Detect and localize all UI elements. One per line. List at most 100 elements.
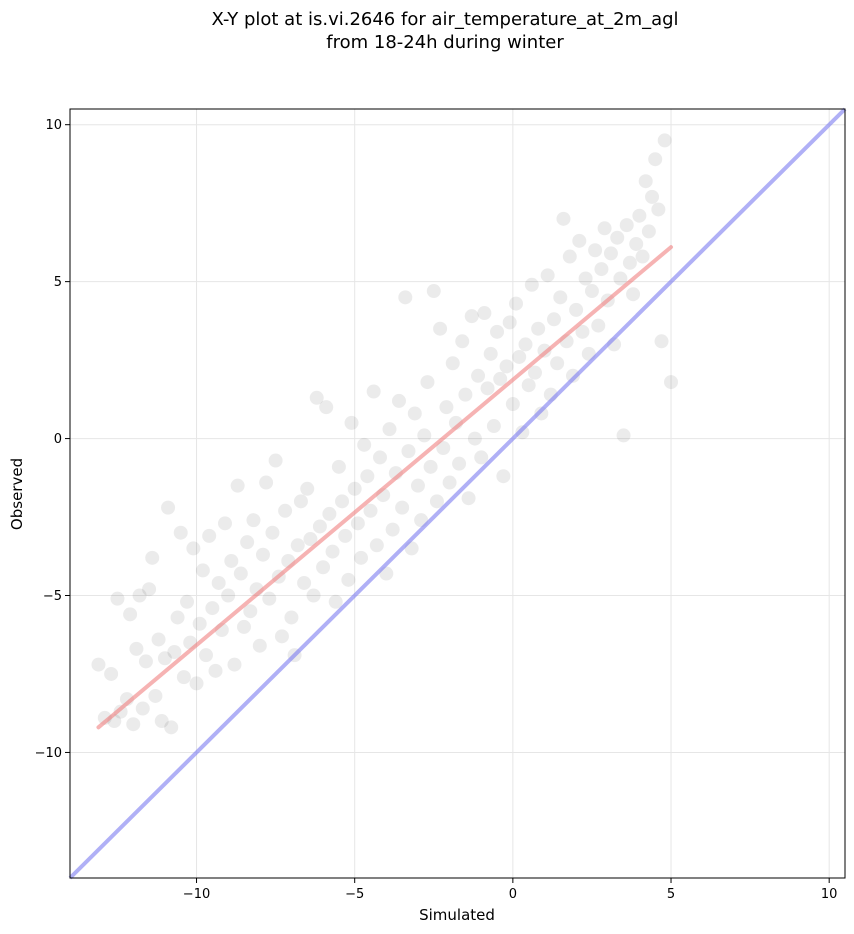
y-tick-label: 5 — [54, 275, 62, 290]
data-point — [161, 500, 176, 515]
data-point — [445, 356, 460, 371]
identity-line — [68, 107, 847, 880]
data-point — [423, 459, 438, 474]
data-point — [157, 651, 172, 666]
data-point — [458, 387, 473, 402]
data-point — [252, 638, 267, 653]
data-point — [129, 641, 144, 656]
data-point — [584, 284, 599, 299]
data-point — [553, 290, 568, 305]
data-point — [366, 384, 381, 399]
data-point — [354, 550, 369, 565]
data-point — [180, 594, 195, 609]
data-point — [521, 378, 536, 393]
data-point — [382, 422, 397, 437]
data-point — [192, 616, 207, 631]
data-point — [221, 588, 236, 603]
data-point — [433, 321, 448, 336]
data-point — [645, 189, 660, 204]
data-point — [391, 393, 406, 408]
data-point — [420, 375, 435, 390]
data-point — [410, 478, 425, 493]
data-point — [316, 560, 331, 575]
data-point — [635, 249, 650, 264]
data-point — [622, 255, 637, 270]
data-point — [145, 550, 160, 565]
data-point — [142, 582, 157, 597]
data-point — [651, 202, 666, 217]
data-point — [578, 271, 593, 286]
data-point — [619, 218, 634, 233]
x-tick-label: 10 — [821, 887, 838, 902]
data-point — [657, 133, 672, 148]
data-point — [138, 654, 153, 669]
data-point — [641, 224, 656, 239]
data-point — [452, 456, 467, 471]
data-point — [151, 632, 166, 647]
data-point — [613, 271, 628, 286]
data-point — [259, 475, 274, 490]
data-point — [648, 152, 663, 167]
data-point — [195, 563, 210, 578]
data-point — [306, 588, 321, 603]
data-point — [464, 309, 479, 324]
data-point — [629, 236, 644, 251]
data-point — [597, 221, 612, 236]
data-point — [524, 277, 539, 292]
data-point — [556, 211, 571, 226]
data-point — [205, 601, 220, 616]
data-point — [632, 208, 647, 223]
data-point — [224, 553, 239, 568]
data-point — [480, 381, 495, 396]
data-point — [426, 284, 441, 299]
plot-frame — [69, 108, 846, 879]
data-point — [509, 296, 524, 311]
data-point — [360, 469, 375, 484]
x-tick-label: 0 — [509, 887, 517, 902]
data-point — [322, 506, 337, 521]
data-point — [626, 287, 641, 302]
data-point — [502, 315, 517, 330]
data-point — [486, 419, 501, 434]
data-point — [496, 469, 511, 484]
data-point — [173, 525, 188, 540]
data-point — [202, 528, 217, 543]
data-point — [284, 610, 299, 625]
data-point — [303, 532, 318, 547]
data-point — [512, 349, 527, 364]
x-axis-ticks: −10 −5 0 5 10 — [183, 878, 838, 902]
data-point — [293, 494, 308, 509]
data-point — [233, 566, 248, 581]
data-point — [227, 657, 242, 672]
data-point — [186, 541, 201, 556]
data-point — [461, 491, 476, 506]
data-point — [572, 233, 587, 248]
data-point — [477, 306, 492, 321]
chart-title-line-2: from 18-24h during winter — [326, 32, 564, 53]
chart-title-line-1: X-Y plot at is.vi.2646 for air_temperatu… — [211, 9, 678, 30]
data-point — [148, 688, 163, 703]
data-point — [373, 450, 387, 465]
x-axis-label: Simulated — [419, 906, 495, 924]
data-point — [154, 714, 169, 729]
fit-line — [96, 245, 674, 730]
data-point — [167, 645, 182, 660]
data-point — [91, 657, 106, 672]
data-point — [255, 547, 270, 562]
data-point — [363, 503, 378, 518]
data-point — [300, 481, 315, 496]
data-point — [218, 516, 232, 531]
data-point — [278, 503, 293, 518]
y-axis-label: Observed — [8, 458, 26, 530]
data-point — [591, 318, 606, 333]
data-point — [189, 676, 204, 691]
y-tick-label: 10 — [45, 118, 62, 133]
data-point — [518, 337, 533, 352]
data-point — [331, 459, 346, 474]
data-point — [176, 670, 191, 685]
data-point — [123, 607, 138, 622]
data-point — [562, 249, 577, 264]
x-tick-label: 5 — [667, 887, 675, 902]
data-point — [246, 513, 261, 528]
